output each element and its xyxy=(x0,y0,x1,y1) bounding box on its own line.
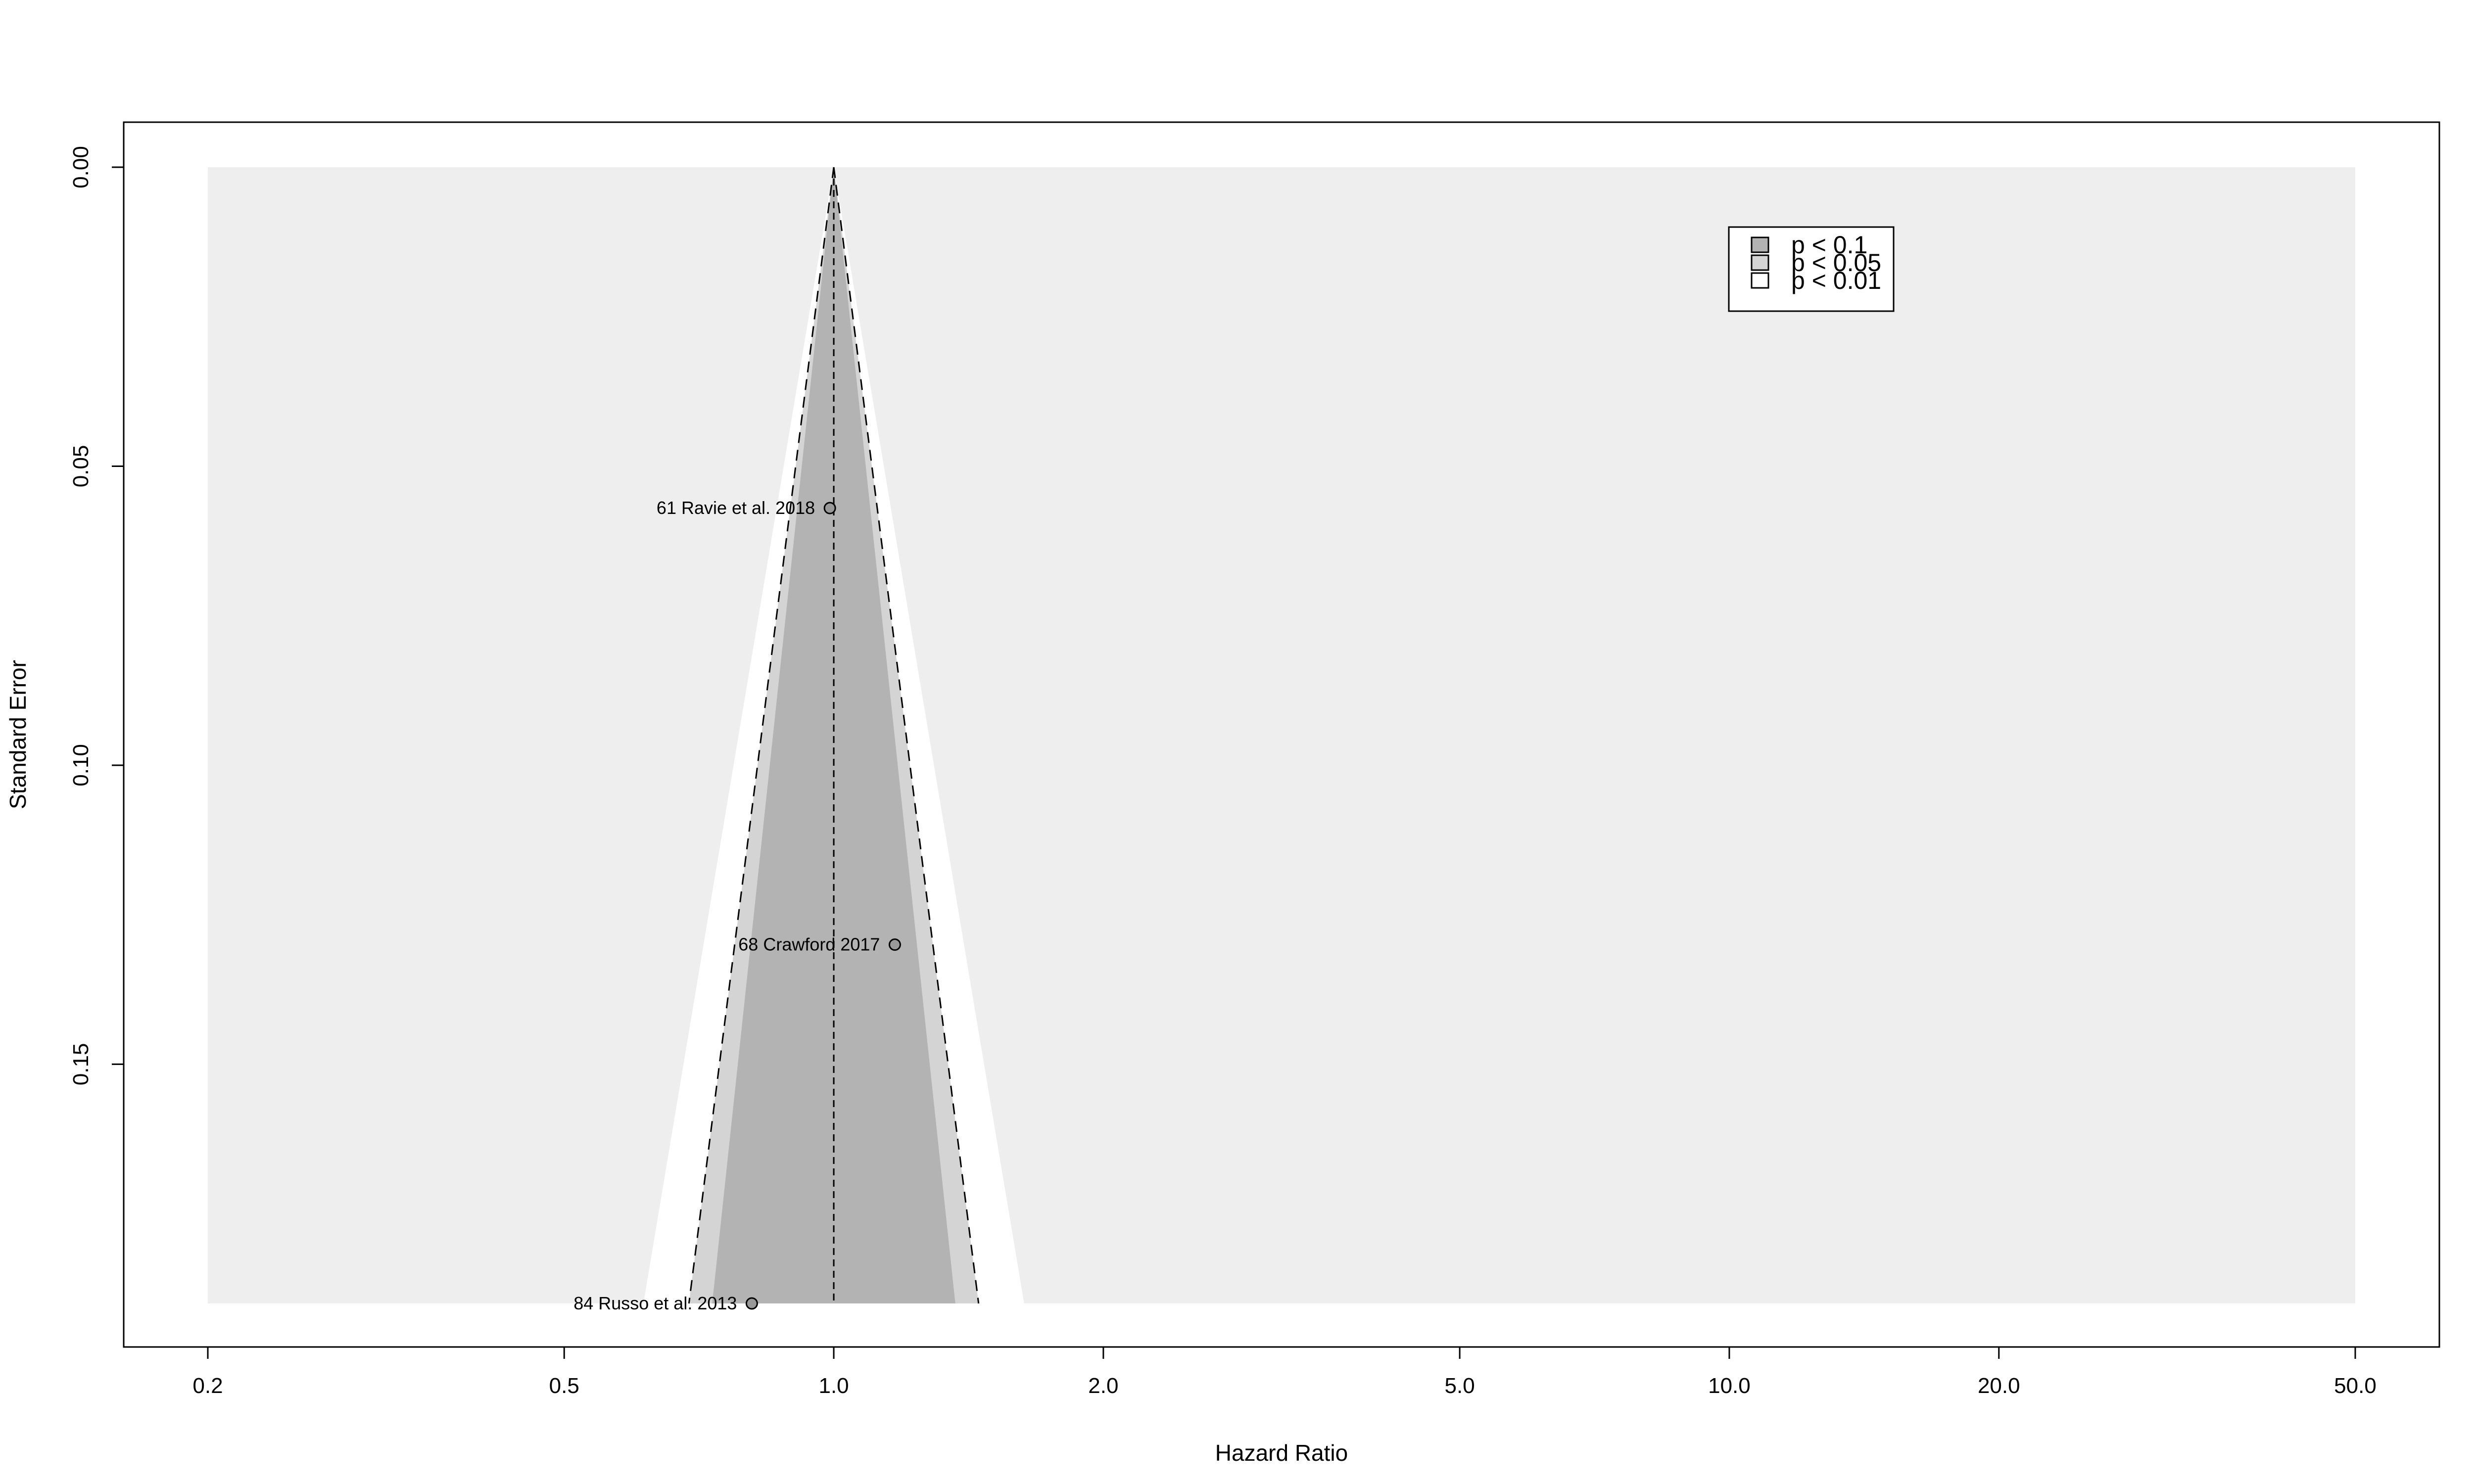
funnel-ci-line xyxy=(688,167,835,1304)
study-label: 84 Russo et al. 2013 xyxy=(573,1293,737,1313)
y-tick-label: 0.05 xyxy=(69,445,93,488)
legend-swatch xyxy=(1751,254,1769,271)
study-label: 68 Crawford 2017 xyxy=(738,934,880,955)
x-tick-label: 5.0 xyxy=(1445,1374,1475,1398)
contour-region xyxy=(712,167,955,1303)
y-tick-label: 0.00 xyxy=(69,146,93,188)
legend-label: p < 0.05 xyxy=(1791,249,1881,277)
x-tick-label: 0.5 xyxy=(549,1374,579,1398)
y-tick-label: 0.10 xyxy=(69,744,93,787)
y-axis-title: Standard Error xyxy=(5,660,31,809)
x-tick-label: 0.2 xyxy=(192,1374,223,1398)
study-points: 61 Ravie et al. 2018 68 Crawford 2017 84 R… xyxy=(573,498,901,1313)
funnel-lines xyxy=(688,167,980,1304)
x-tick-label: 10.0 xyxy=(1708,1374,1751,1398)
legend: p < 0.1p < 0.05p < 0.01 xyxy=(1728,226,1895,312)
contour-regions xyxy=(208,167,2355,1303)
x-tick-label: 50.0 xyxy=(2334,1374,2377,1398)
outer-region xyxy=(208,167,2355,1303)
funnel-ci-line xyxy=(833,167,980,1304)
study-point xyxy=(745,1297,758,1310)
x-tick-label: 2.0 xyxy=(1088,1374,1118,1398)
legend-swatch xyxy=(1751,236,1769,253)
axes: 0.2 0.5 1.0 2.0 5.0 10.0 20.0 50.0 0.00 0.05 0.10 0… xyxy=(69,146,2377,1398)
study-point xyxy=(823,502,836,514)
x-axis-title: Hazard Ratio xyxy=(1215,1440,1348,1466)
study-point xyxy=(888,938,901,951)
legend-label: p < 0.01 xyxy=(1791,267,1881,294)
x-tick-label: 20.0 xyxy=(1978,1374,2020,1398)
legend-label: p < 0.1 xyxy=(1791,231,1867,259)
x-tick-label: 1.0 xyxy=(818,1374,849,1398)
study-label: 61 Ravie et al. 2018 xyxy=(657,498,815,518)
legend-swatch xyxy=(1751,272,1769,289)
y-tick-label: 0.15 xyxy=(69,1043,93,1086)
